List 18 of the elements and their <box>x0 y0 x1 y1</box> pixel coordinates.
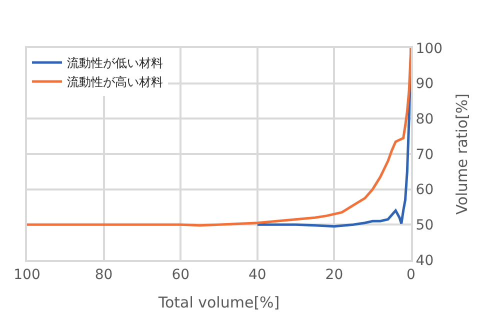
x-axis-title: Total volume[%] <box>157 293 280 312</box>
y-tick-label: 80 <box>416 112 434 128</box>
y-tick-label: 100 <box>416 40 443 57</box>
x-tick-label: 40 <box>248 266 266 283</box>
x-tick-label: 80 <box>94 266 113 283</box>
y-tick-label: 40 <box>416 252 434 269</box>
x-tick-label: 60 <box>172 266 190 283</box>
y-tick-label: 90 <box>416 76 434 92</box>
y-tick-label: 70 <box>416 146 434 163</box>
y-axis-title: Volume ratio[%] <box>453 93 472 215</box>
legend-label: 流動性が低い材料 <box>67 56 163 70</box>
legend-label: 流動性が高い材料 <box>67 75 163 90</box>
y-tick-label: 50 <box>416 218 434 234</box>
y-tick-label: 60 <box>416 182 434 198</box>
x-tick-label: 20 <box>325 266 344 283</box>
line-series <box>27 48 411 227</box>
x-tick-label: 0 <box>406 266 416 283</box>
x-tick-label: 100 <box>14 266 40 283</box>
